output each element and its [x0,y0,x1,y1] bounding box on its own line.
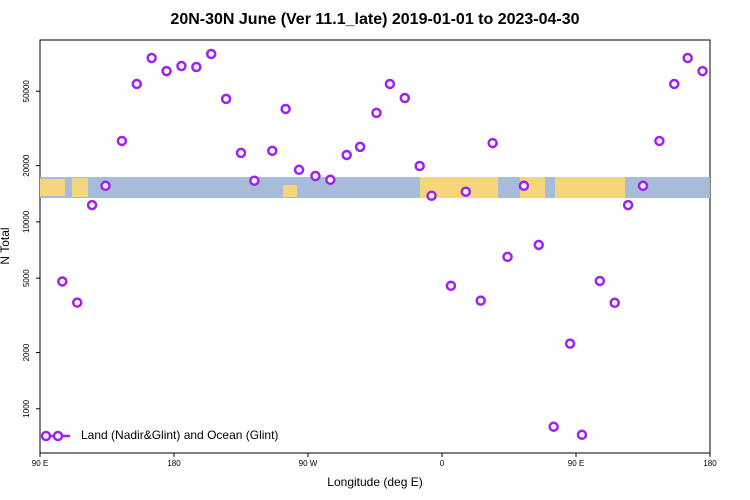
x-tick-label: 180 [167,459,181,468]
point [564,338,576,349]
point [697,65,708,77]
point [502,251,513,263]
y-tick-label: 5000 [22,269,31,287]
point [654,135,665,147]
plot-frame [39,39,711,454]
point [205,48,217,60]
point [71,297,83,308]
point [191,61,202,73]
x-tick-label: 90 E [568,459,584,468]
point [669,78,680,90]
y-tick-label: 20000 [22,154,31,177]
point [235,147,247,159]
point [100,180,111,192]
point [445,280,457,292]
point [176,60,187,72]
point [220,93,232,105]
map-strip [40,177,710,198]
legend-marker [40,430,52,442]
x-tick-label: 0 [440,459,445,468]
point [399,92,411,104]
point [146,52,157,64]
point [86,199,98,211]
point [682,52,693,64]
x-tick-label: 90 E [32,459,48,468]
point [518,180,530,192]
point [293,164,305,176]
y-tick-label: 10000 [22,210,31,233]
point [116,135,128,147]
point [371,107,382,119]
chart-title: 20N-30N June (Ver 11.1_late) 2019-01-01 … [170,11,579,28]
legend-marker [52,430,64,442]
point [609,297,620,309]
y-tick-label: 1000 [22,399,31,417]
point [414,160,425,172]
point [548,421,559,432]
point [341,149,352,161]
y-axis-label: N Total [0,227,12,264]
y-tick-label: 50000 [22,80,31,103]
x-tick-label: 90 W [299,459,318,468]
point [594,275,606,287]
point [460,186,472,197]
point [131,78,143,90]
point [426,190,437,201]
legend-label: Land (Nadir&Glint) and Ocean (Glint) [81,428,278,442]
point [622,199,634,211]
point [325,174,336,186]
x-tick-label: 180 [703,459,717,468]
x-axis-label: Longitude (deg E) [327,475,422,489]
point [267,145,278,157]
point [310,170,321,182]
point [576,429,588,441]
point [57,276,68,287]
point [533,239,545,251]
point [487,137,498,149]
y-tick-label: 2000 [22,343,31,361]
point [637,180,649,192]
point [475,295,486,306]
point [161,65,172,77]
point [384,78,396,90]
point [249,175,260,186]
point [280,103,291,115]
point [354,141,366,153]
